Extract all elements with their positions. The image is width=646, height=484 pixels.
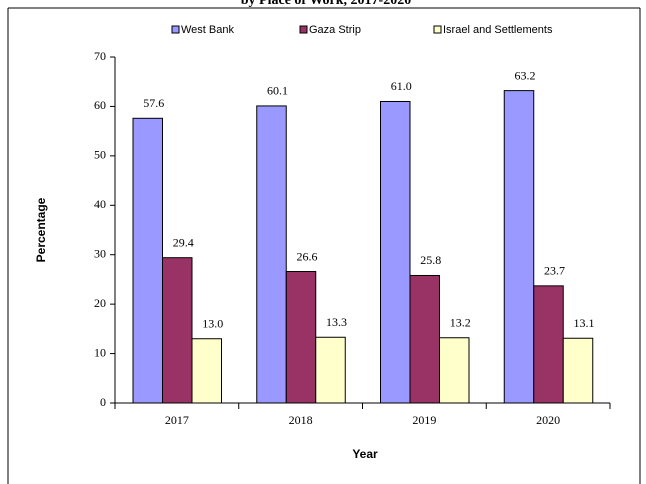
y-tick-label: 40 [94, 197, 106, 211]
value-label: 61.0 [391, 79, 412, 93]
bar [439, 337, 470, 404]
bar [191, 338, 222, 404]
bar [315, 336, 346, 404]
bar [533, 285, 564, 404]
bar [256, 105, 287, 404]
value-label: 13.3 [326, 315, 347, 329]
value-label: 13.2 [450, 316, 471, 330]
chart-title: by Place of Work, 2017-2020 [241, 0, 411, 8]
legend-swatch [171, 25, 180, 34]
y-tick-label: 10 [94, 345, 106, 359]
bar [562, 337, 594, 404]
legend-swatch [299, 25, 308, 34]
legend-label: Gaza Strip [309, 24, 361, 36]
y-tick-label: 60 [94, 98, 106, 112]
value-label: 13.0 [202, 316, 223, 330]
y-tick-label: 20 [94, 296, 106, 310]
x-tick-label: 2020 [536, 413, 560, 427]
bar [503, 90, 535, 404]
y-tick-label: 0 [100, 395, 106, 409]
legend-label: Israel and Settlements [443, 24, 553, 36]
value-label: 57.6 [143, 96, 164, 110]
value-label: 29.4 [173, 235, 194, 249]
x-tick-label: 2017 [165, 413, 189, 427]
y-tick-label: 70 [94, 49, 106, 63]
y-tick-label: 30 [94, 246, 106, 260]
y-tick-label: 50 [94, 148, 106, 162]
y-axis-label: Percentage [34, 197, 48, 262]
bar [380, 100, 411, 404]
value-label: 23.7 [544, 264, 565, 278]
bar [409, 274, 440, 404]
value-label: 25.8 [420, 253, 441, 267]
value-label: 60.1 [267, 84, 288, 98]
x-tick-label: 2018 [289, 413, 313, 427]
value-label: 13.1 [574, 316, 595, 330]
x-tick-label: 2019 [412, 413, 436, 427]
value-label: 26.6 [297, 249, 318, 263]
legend-swatch [433, 25, 442, 34]
legend-label: West Bank [181, 24, 234, 36]
bar [162, 257, 193, 404]
bar [285, 271, 317, 404]
bar [132, 117, 163, 404]
value-label: 63.2 [515, 68, 536, 82]
x-axis-label: Year [352, 447, 378, 461]
